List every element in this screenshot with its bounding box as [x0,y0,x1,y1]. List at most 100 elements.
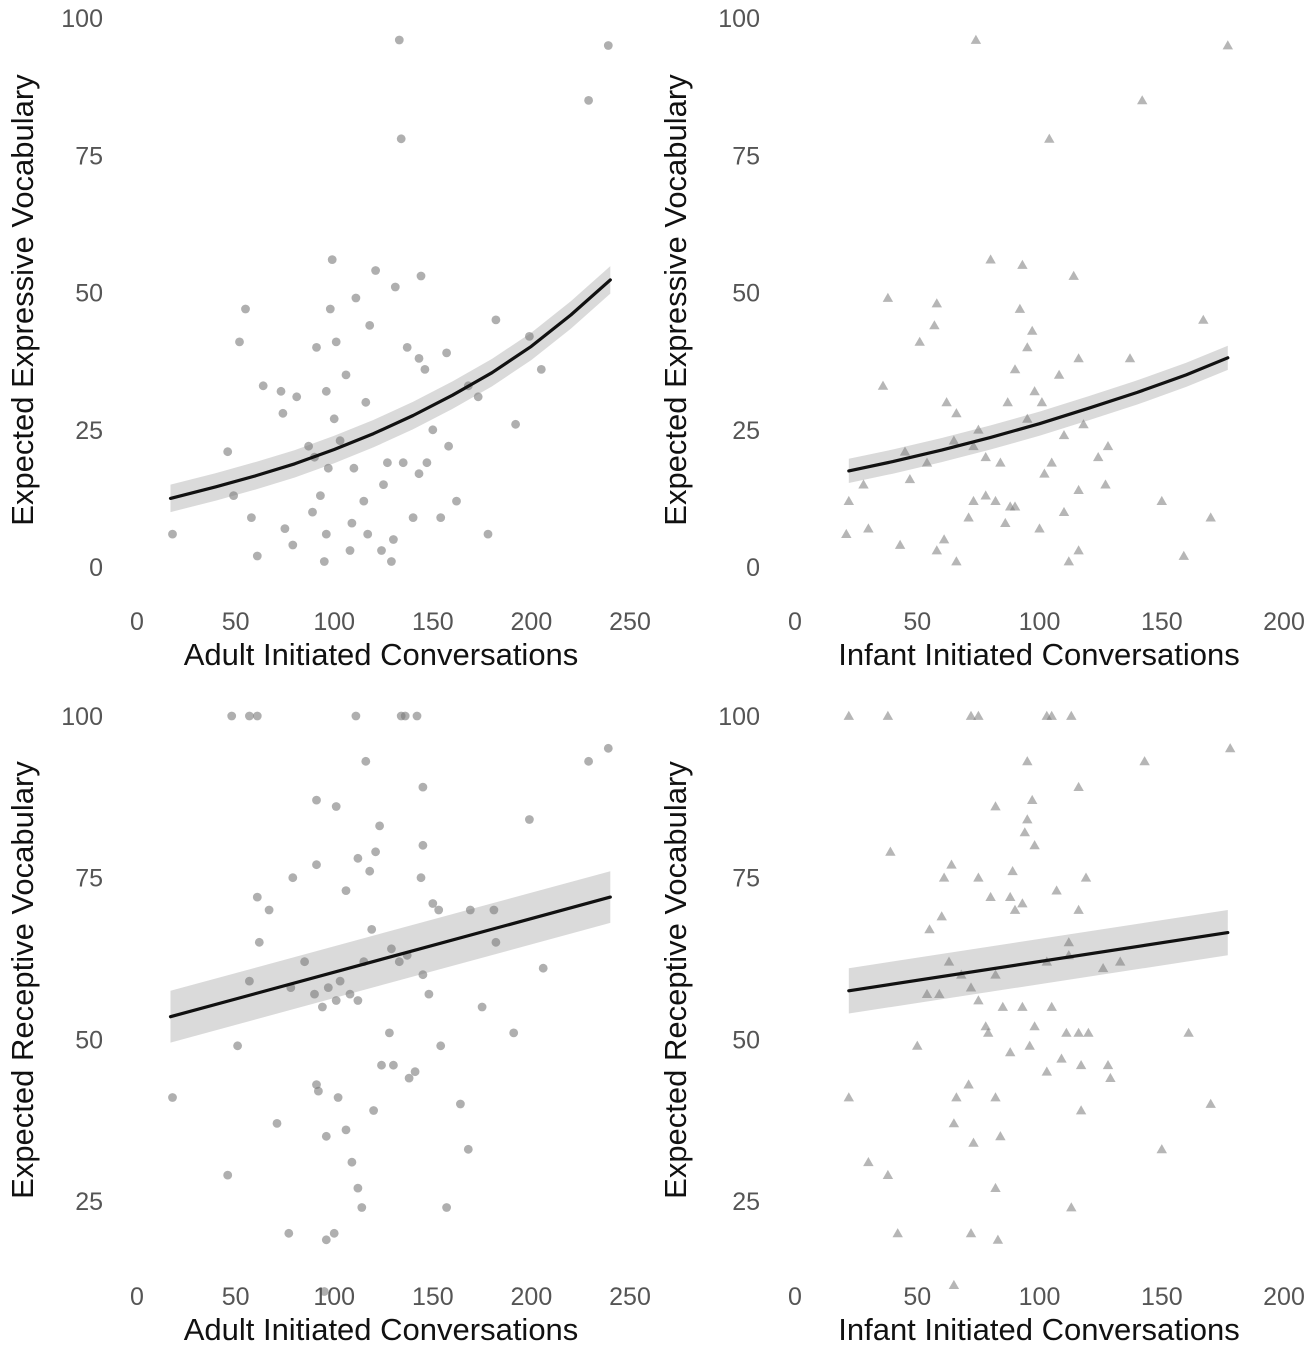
data-point [1073,545,1084,555]
data-point [456,1099,465,1109]
data-point [603,41,613,50]
data-point [379,480,388,489]
data-point [402,343,412,352]
data-point [345,989,355,999]
data-point [1058,506,1070,516]
data-point [1027,325,1038,335]
data-point [428,425,438,435]
data-point [973,424,984,434]
data-point [985,891,996,901]
data-point [359,496,369,506]
data-point [404,1073,414,1083]
data-point [491,937,501,947]
data-point [1009,364,1021,374]
data-point [288,540,298,550]
data-point [349,463,359,473]
data-point [863,1157,874,1167]
data-point [1102,1060,1114,1070]
data-point [1019,827,1030,837]
data-point [416,271,426,281]
data-point [973,872,984,882]
data-point [863,523,874,533]
data-point [948,1279,960,1289]
data-point [278,408,288,418]
data-point [968,441,979,451]
panel-receptive-adult: 0 50 100 150 200 250 25 50 75 100 Adult Initiated… [5,703,651,1347]
data-point [965,1228,977,1238]
x-tick-label: 0 [788,608,802,636]
panel-expressive-infant: 0 50 100 150 200 0 25 50 75 100 Infant Initiated … [658,5,1305,672]
data-point [284,1228,294,1238]
x-tick-label: 50 [903,608,931,636]
y-tick-label: 50 [732,1026,760,1054]
y-tick-label: 75 [75,865,103,893]
data-point [323,463,333,473]
data-point [418,970,428,980]
data-point [1056,1053,1067,1063]
x-tick-label: 250 [609,1283,651,1311]
data-point [951,556,962,566]
data-point [1063,937,1074,947]
data-point [963,1079,974,1089]
data-point [335,976,345,986]
data-point [168,529,177,539]
data-point [1124,353,1136,363]
data-point [235,337,244,347]
data-point [584,756,593,766]
data-point [361,756,371,766]
data-point [300,957,309,967]
data-point [924,924,935,934]
data-point [943,956,955,966]
data-point [318,1002,327,1012]
data-point [1044,133,1055,143]
data-point [1222,40,1233,50]
data-point [912,1040,923,1050]
x-axis-label: Adult Initiated Conversations [184,1312,579,1347]
data-point [347,518,357,528]
data-point [936,911,947,921]
data-point [1061,1027,1072,1037]
data-point [400,711,410,721]
data-point [946,859,957,869]
x-tick-label: 200 [511,1283,553,1311]
x-tick-label: 0 [788,1283,802,1311]
data-point [980,452,991,462]
y-tick-label: 50 [75,280,103,308]
data-point [489,905,499,915]
data-point [1156,1144,1167,1154]
data-point [1073,1027,1084,1037]
data-point [312,795,321,805]
data-point [422,458,432,468]
data-point [968,1137,979,1147]
data-point [434,905,444,915]
y-tick-label: 0 [746,554,760,582]
data-point [1017,898,1028,908]
x-tick-label: 250 [609,608,651,636]
y-tick-label: 100 [61,5,103,33]
data-point [361,397,371,407]
data-point [843,1092,854,1102]
data-point [252,892,262,902]
data-point [414,354,424,363]
data-point [223,447,233,457]
data-point [963,512,974,522]
data-point [968,495,979,505]
data-point [538,963,548,973]
y-tick-label: 100 [718,5,760,33]
data-point [1046,457,1057,467]
data-point [1029,386,1040,396]
confidence-band [848,345,1228,483]
data-point [321,386,331,396]
data-point [1083,1027,1094,1037]
data-point [877,380,889,390]
data-point [316,491,325,500]
data-point [965,710,977,720]
y-tick-label: 100 [61,703,103,731]
data-point [369,1106,378,1115]
data-point [394,957,404,967]
data-point [335,436,345,446]
data-point [333,1093,343,1102]
data-point [418,782,428,792]
data-point [341,1125,351,1135]
confidence-band [170,266,611,513]
